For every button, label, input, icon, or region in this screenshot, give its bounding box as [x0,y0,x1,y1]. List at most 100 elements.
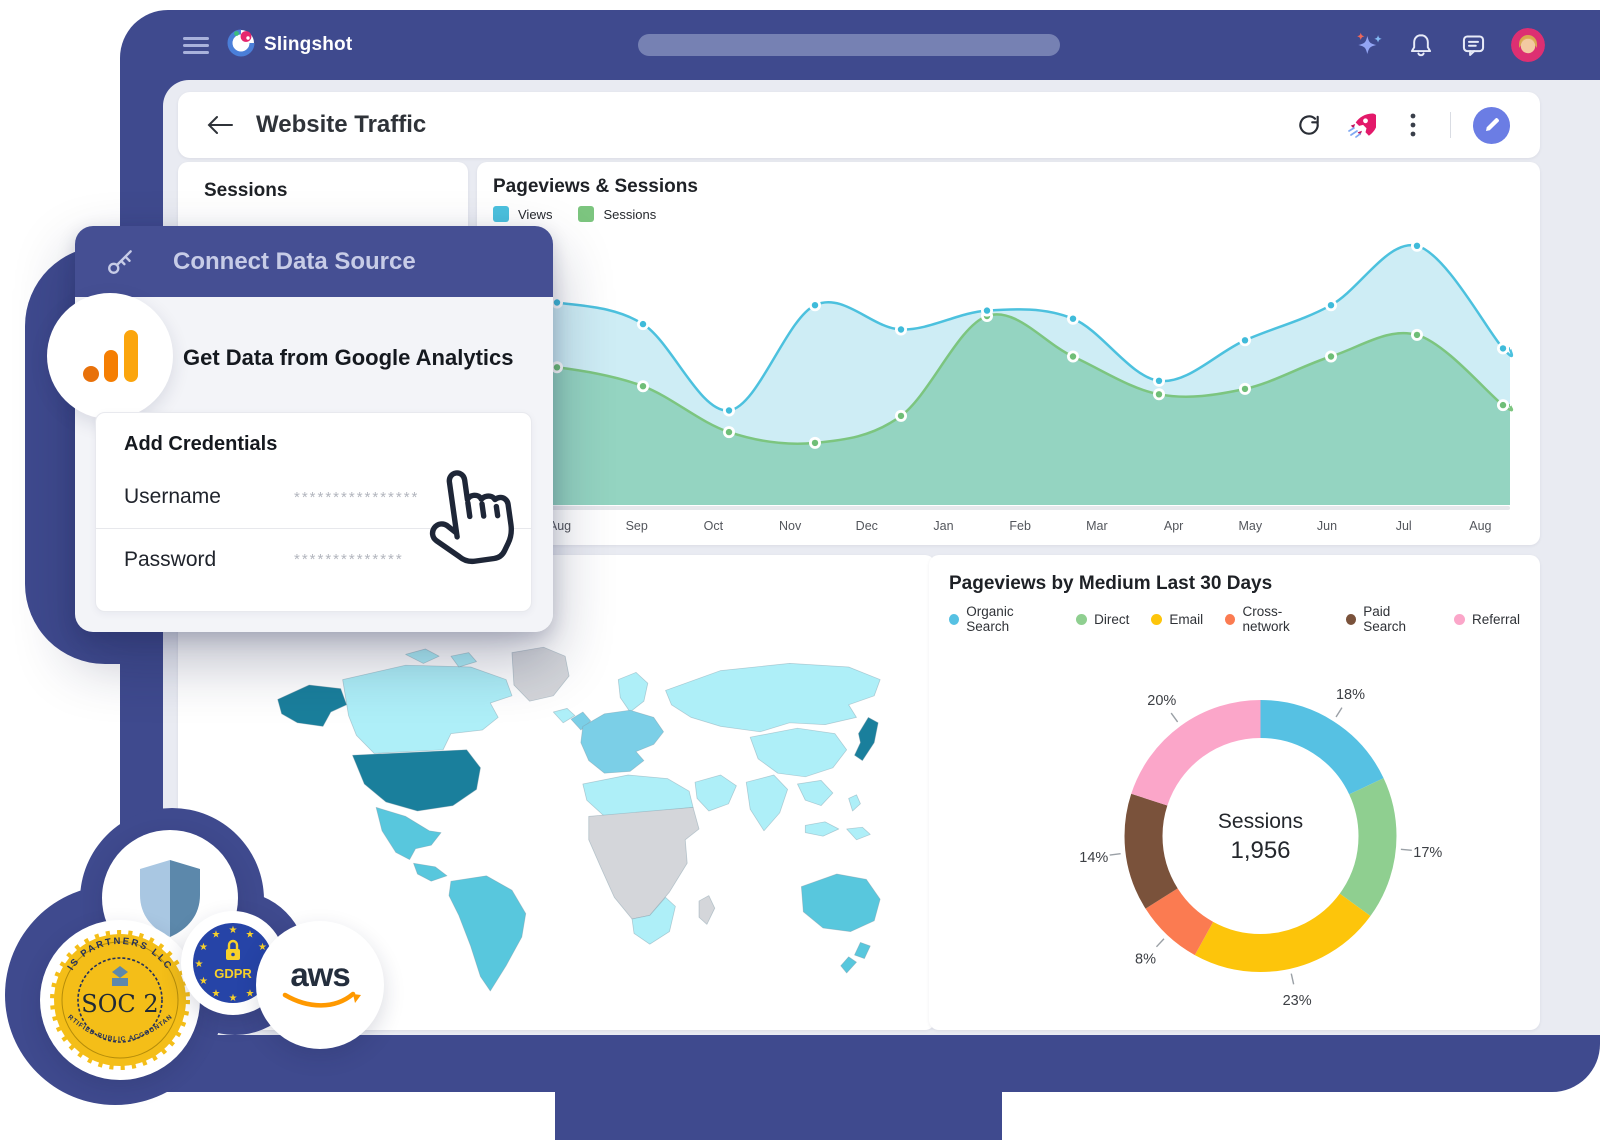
world-map-choropleth[interactable] [258,640,888,1000]
donut-chart-legend: Organic Search Direct Email Cross-network Pa… [949,604,1520,634]
legend-item-views: Views [493,206,552,222]
legend-dot [1345,613,1357,625]
modal-title: Connect Data Source [173,247,416,275]
brand[interactable]: Slingshot [227,29,352,62]
password-masked-value: ************** [294,551,404,568]
refresh-button[interactable] [1294,110,1324,140]
legend-dot [1453,613,1465,625]
svg-text:★: ★ [229,925,238,936]
search-input[interactable] [638,34,1060,56]
back-arrow-icon[interactable] [206,114,234,136]
password-field[interactable]: Password ************** [96,528,531,590]
credentials-card: Add Credentials Username ***************… [95,412,532,612]
svg-text:★: ★ [229,993,238,1004]
map-region-alaska [277,684,347,727]
svg-text:Mar: Mar [1086,519,1108,533]
svg-text:17%: 17% [1413,845,1442,861]
svg-text:20%: 20% [1147,693,1176,709]
legend-item: Direct [1076,604,1129,634]
donut-chart-title: Pageviews by Medium Last 30 Days [949,573,1273,594]
area-chart[interactable]: Aug Sep Oct Nov Dec Jan Feb Mar Apr May Jun Jul Aug [477,162,1540,545]
area-chart-title: Pageviews & Sessions [493,176,698,197]
map-region-new-zealand [854,942,871,959]
svg-text:May: May [1238,519,1262,533]
map-region-iceland [552,708,576,724]
map-region-madagascar [698,895,716,925]
svg-text:Aug: Aug [1469,519,1491,533]
titlebar-divider [1450,112,1451,138]
map-region-china [749,727,848,778]
connect-data-source-modal: Connect Data Source Get Data from Google… [47,226,553,632]
map-region-south-america [448,875,527,992]
map-region-usa [352,749,481,812]
sessions-legend-chip [578,206,595,222]
brand-name: Slingshot [264,34,353,55]
svg-text:23%: 23% [1283,993,1312,1009]
more-options-kebab-icon[interactable] [1398,110,1428,140]
sessions-panel-title: Sessions [204,180,288,201]
modal-body: Get Data from Google Analytics Add Crede… [47,293,553,632]
map-region-indonesia-east [846,826,871,841]
hamburger-menu-icon[interactable] [183,33,209,58]
svg-text:★: ★ [195,959,204,970]
svg-text:Sep: Sep [626,519,648,533]
notifications-bell-icon[interactable] [1407,31,1435,59]
map-region-canada-islands [450,652,477,668]
legend-dot [1151,613,1163,625]
legend-item: Referral [1453,604,1520,634]
soc2-badge: IS PARTNERS LLC CERTIFIED PUBLIC ACCOUNT… [40,920,200,1080]
svg-text:Apr: Apr [1164,519,1183,533]
svg-text:★: ★ [199,942,208,953]
ai-sparkles-icon[interactable] [1355,31,1383,59]
credentials-title: Add Credentials [124,433,278,455]
key-icon [108,249,132,274]
svg-text:Dec: Dec [856,519,878,533]
legend-item-sessions: Sessions [578,206,656,222]
pageviews-medium-panel: 18% 17% 23% 8% 14% 20% Sessions 1,956 Pageviews… [929,555,1540,1030]
messages-icon[interactable] [1459,31,1487,59]
svg-text:★: ★ [212,930,221,941]
map-region-africa-north [582,774,694,817]
map-region-canada-islands [405,648,440,664]
svg-text:★: ★ [246,930,255,941]
legend-dot [949,613,960,625]
svg-text:18%: 18% [1336,687,1365,703]
map-region-europe [580,709,664,774]
edit-button[interactable] [1473,106,1510,144]
username-field[interactable]: Username **************** [124,485,420,508]
legend-item: Organic Search [949,604,1054,634]
svg-text:8%: 8% [1135,952,1156,968]
map-region-central-america [413,862,448,882]
views-legend-chip [493,206,509,222]
map-region-africa-central [588,807,700,920]
donut-chart[interactable]: 18% 17% 23% 8% 14% 20% Sessions 1,956 [929,555,1540,1030]
svg-text:Jun: Jun [1317,519,1337,533]
legend-item: Cross-network [1225,604,1324,634]
pageviews-sessions-panel: Aug Sep Oct Nov Dec Jan Feb Mar Apr May Jun Jul Aug … [477,162,1540,545]
map-region-india [745,774,788,832]
legend-dot [1076,613,1088,625]
map-region-canada [342,664,513,754]
user-avatar[interactable] [1511,28,1545,62]
hand-pointer-cursor-icon [429,470,515,565]
svg-text:★: ★ [212,989,221,1000]
svg-text:1,956: 1,956 [1230,837,1290,864]
backdrop-bottom-tab [555,1035,1002,1140]
svg-text:Feb: Feb [1009,519,1031,533]
map-region-scandinavia [617,672,649,713]
svg-text:Jan: Jan [933,519,953,533]
svg-text:★: ★ [199,976,208,987]
svg-text:aws: aws [290,956,349,993]
rocket-publish-button[interactable] [1346,110,1376,140]
svg-text:Oct: Oct [704,519,724,533]
map-region-russia [665,663,881,733]
legend-item: Email [1151,604,1203,634]
svg-text:Nov: Nov [779,519,802,533]
legend-item: Paid Search [1345,604,1432,634]
username-masked-value: **************** [294,488,420,506]
modal-subtitle: Get Data from Google Analytics [183,345,514,370]
svg-text:SOC 2: SOC 2 [81,990,158,1018]
area-chart-legend: Views Sessions [493,206,698,222]
map-region-greenland [511,646,570,702]
